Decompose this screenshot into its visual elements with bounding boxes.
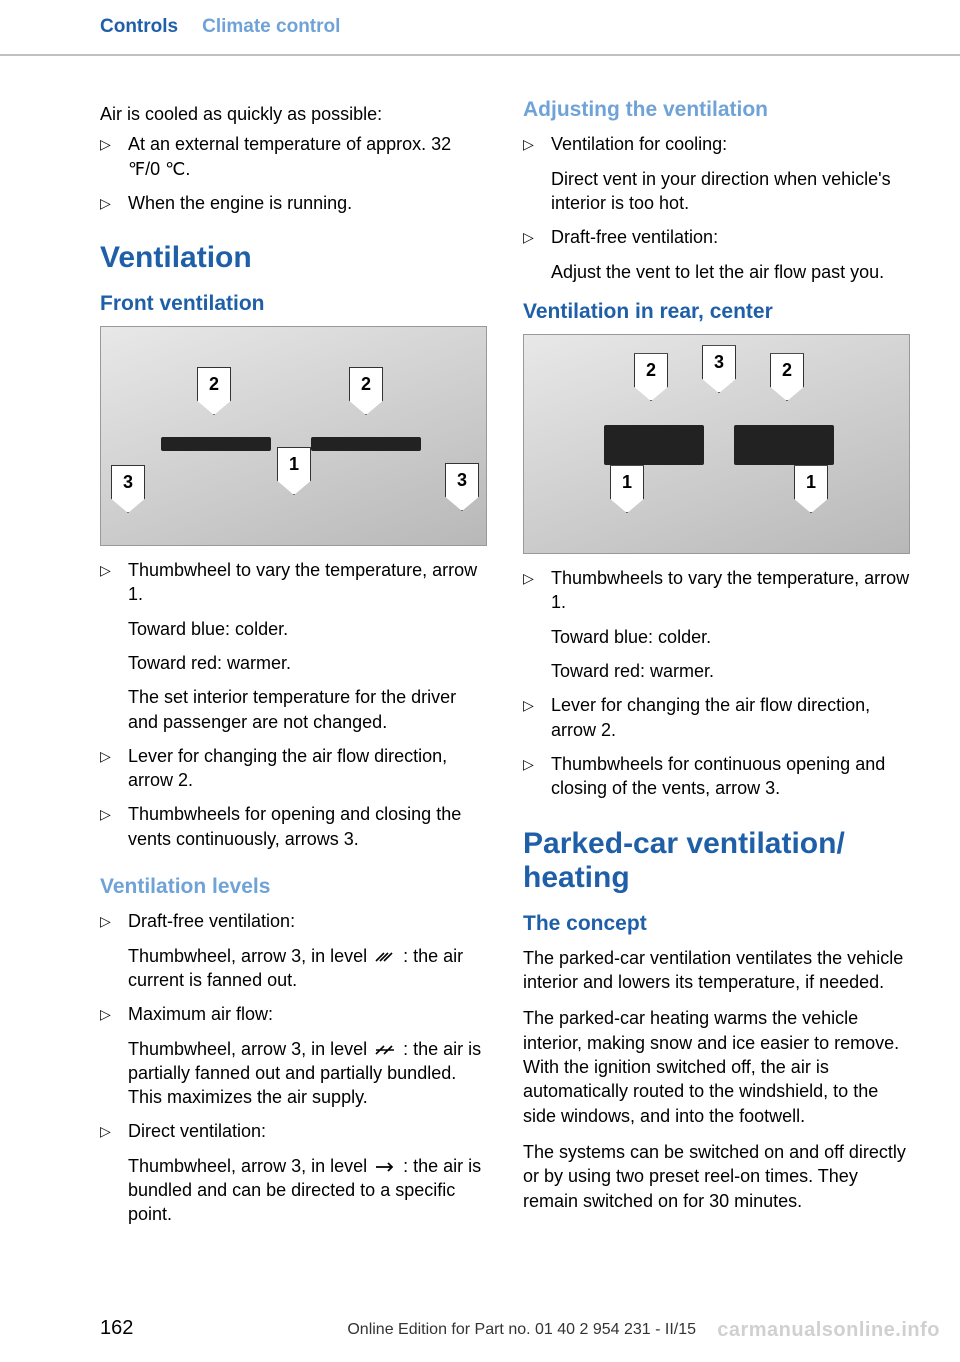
list-text: Thumbwheel to vary the temperature, arro…: [128, 558, 487, 607]
list-text: Lever for changing the air flow directio…: [551, 693, 910, 742]
list-item: ▷ Lever for changing the air flow direct…: [100, 744, 487, 797]
bullet-icon: ▷: [523, 693, 551, 746]
list-item: ▷ Draft-free ventilation: Adjust the ven…: [523, 225, 910, 288]
vent-slot: [161, 437, 271, 451]
list-item: ▷ When the engine is running.: [100, 191, 487, 219]
callout-2: 2: [197, 367, 231, 415]
level-pre: Thumbwheel, arrow 3, in level: [128, 1039, 372, 1059]
bullet-icon: ▷: [523, 566, 551, 687]
vent-slot: [604, 425, 704, 465]
level-head: Direct ventilation:: [128, 1119, 487, 1143]
h2-rear-vent: Ventilation in rear, center: [523, 298, 910, 326]
callout-2: 2: [634, 353, 668, 401]
concept-p2: The parked-car heating warms the vehicle…: [523, 1006, 910, 1127]
h1-parked-car: Parked-car ventilation/ heating: [523, 827, 910, 896]
mix-icon: [374, 1043, 396, 1057]
callout-1: 1: [610, 465, 644, 513]
level-body: Thumbwheel, arrow 3, in level : the air …: [128, 944, 487, 993]
right-column: Adjusting the ventilation ▷ Ventilation …: [523, 96, 910, 1237]
front-vent-list: ▷ Thumbwheel to vary the temperature, ar…: [100, 558, 487, 855]
levels-list: ▷ Draft-free ventilation: Thumbwheel, ar…: [100, 909, 487, 1230]
tab-controls: Controls: [100, 14, 178, 40]
bullet-icon: ▷: [100, 558, 128, 738]
bullet-icon: ▷: [100, 191, 128, 219]
figure-front-vent: 2 2 3 1 3: [100, 326, 487, 546]
list-item: ▷ Thumbwheel to vary the temperature, ar…: [100, 558, 487, 738]
level-head: Draft-free ventilation:: [128, 909, 487, 933]
level-body: Thumbwheel, arrow 3, in level : the air …: [128, 1037, 487, 1110]
arrow-icon: [374, 1160, 396, 1174]
list-text: Toward blue: colder.: [551, 625, 910, 649]
bullet-icon: ▷: [523, 225, 551, 288]
vent-slot: [734, 425, 834, 465]
callout-1: 1: [794, 465, 828, 513]
intro-list: ▷ At an external temperature of approx. …: [100, 132, 487, 219]
list-text: Toward red: warmer.: [551, 659, 910, 683]
concept-p1: The parked-car ventilation ventilates th…: [523, 946, 910, 995]
bullet-icon: ▷: [100, 744, 128, 797]
h3-vent-levels: Ventilation levels: [100, 873, 487, 901]
level-pre: Thumbwheel, arrow 3, in level: [128, 946, 372, 966]
left-column: Air is cooled as quickly as possible: ▷ …: [100, 96, 487, 1237]
fan-icon: [374, 950, 396, 964]
list-text: Toward red: warmer.: [128, 651, 487, 675]
figure-rear-vent: 232 1 1: [523, 334, 910, 554]
list-item: ▷ Thumbwheels to vary the temperature, a…: [523, 566, 910, 687]
list-text: Ventilation for cooling:: [551, 132, 910, 156]
list-item: ▷ Maximum air flow: Thumbwheel, arrow 3,…: [100, 1002, 487, 1113]
bullet-icon: ▷: [100, 802, 128, 855]
list-item: ▷ Lever for changing the air flow direct…: [523, 693, 910, 746]
callout-3: 3: [445, 463, 479, 511]
adjust-list: ▷ Ventilation for cooling: Direct vent i…: [523, 132, 910, 287]
list-text: Toward blue: colder.: [128, 617, 487, 641]
vent-slot: [311, 437, 421, 451]
list-text: Thumbwheels for continuous opening and c…: [551, 752, 910, 801]
bullet-icon: ▷: [100, 909, 128, 996]
list-item: ▷ Draft-free ventilation: Thumbwheel, ar…: [100, 909, 487, 996]
bullet-icon: ▷: [100, 132, 128, 185]
list-item: ▷ Direct ventilation: Thumbwheel, arrow …: [100, 1119, 487, 1230]
list-item: ▷ Thumbwheels for opening and closing th…: [100, 802, 487, 855]
list-item: ▷ Ventilation for cooling: Direct vent i…: [523, 132, 910, 219]
level-pre: Thumbwheel, arrow 3, in level: [128, 1156, 372, 1176]
list-item: ▷ Thumbwheels for continuous opening and…: [523, 752, 910, 805]
watermark: carmanualsonline.info: [717, 1317, 940, 1344]
page-number: 162: [100, 1315, 133, 1342]
h2-concept: The concept: [523, 910, 910, 938]
bullet-icon: ▷: [100, 1002, 128, 1113]
h3-adjusting: Adjusting the ventilation: [523, 96, 910, 124]
list-text: Lever for changing the air flow directio…: [128, 744, 487, 793]
tab-climate: Climate control: [202, 14, 340, 40]
callout-3: 3: [111, 465, 145, 513]
list-text: The set interior temperature for the dri…: [128, 685, 487, 734]
bullet-icon: ▷: [100, 1119, 128, 1230]
list-item: ▷ At an external temperature of approx. …: [100, 132, 487, 185]
callout-2: 2: [349, 367, 383, 415]
rear-vent-list: ▷ Thumbwheels to vary the temperature, a…: [523, 566, 910, 804]
page-body: Air is cooled as quickly as possible: ▷ …: [0, 56, 960, 1237]
callout-1: 1: [277, 447, 311, 495]
h2-front-vent: Front ventilation: [100, 290, 487, 318]
concept-p3: The systems can be switched on and off d…: [523, 1140, 910, 1213]
callout-3: 3: [702, 345, 736, 393]
list-text: At an external temperature of approx. 32…: [128, 132, 487, 181]
list-text: Thumbwheels for opening and closing the …: [128, 802, 487, 851]
list-text: When the engine is running.: [128, 191, 487, 215]
header: Controls Climate control: [0, 0, 960, 56]
list-text: Direct vent in your direction when vehic…: [551, 167, 910, 216]
list-text: Thumbwheels to vary the temperature, arr…: [551, 566, 910, 615]
bullet-icon: ▷: [523, 132, 551, 219]
level-head: Maximum air flow:: [128, 1002, 487, 1026]
level-body: Thumbwheel, arrow 3, in level : the air …: [128, 1154, 487, 1227]
h1-ventilation: Ventilation: [100, 241, 487, 276]
callout-2: 2: [770, 353, 804, 401]
list-text: Adjust the vent to let the air flow past…: [551, 260, 910, 284]
list-text: Draft-free ventilation:: [551, 225, 910, 249]
bullet-icon: ▷: [523, 752, 551, 805]
intro-text: Air is cooled as quickly as possible:: [100, 102, 487, 126]
